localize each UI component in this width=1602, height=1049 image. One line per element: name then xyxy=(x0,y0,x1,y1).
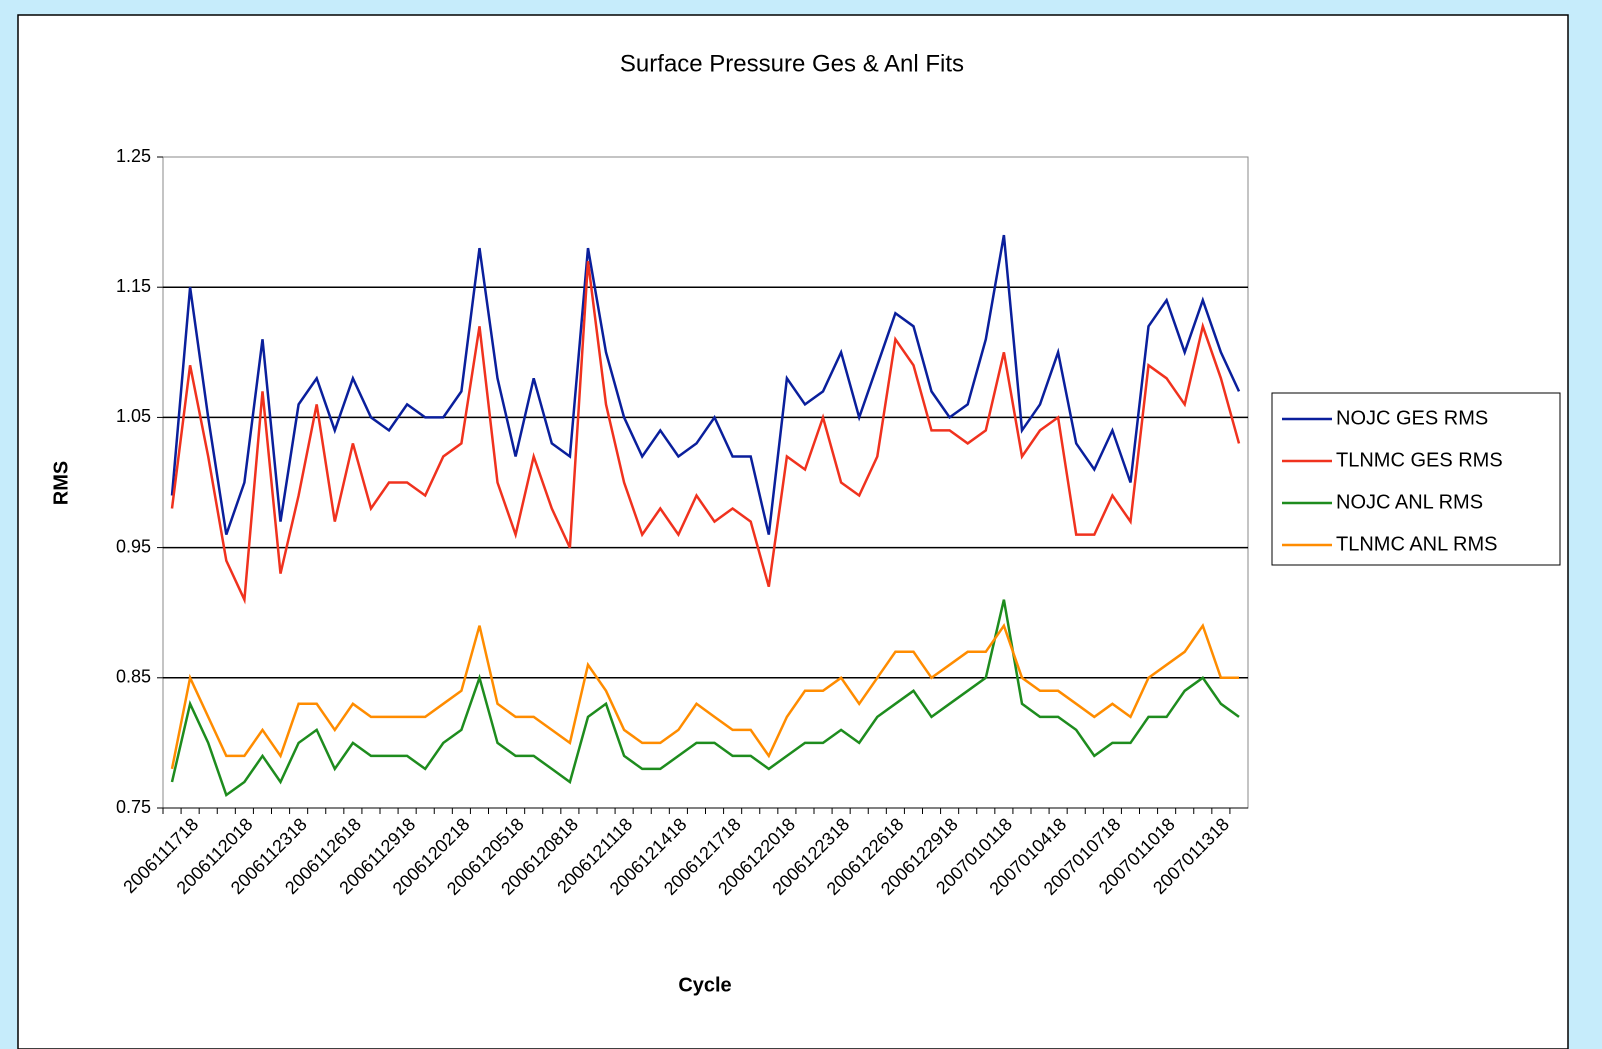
y-tick-label: 1.25 xyxy=(116,146,151,166)
legend-label: NOJC GES RMS xyxy=(1336,407,1488,429)
legend-label: TLNMC ANL RMS xyxy=(1336,533,1498,555)
x-axis-label: Cycle xyxy=(678,974,731,996)
legend-label: NOJC ANL RMS xyxy=(1336,491,1483,513)
series-line xyxy=(170,234,1241,536)
series-line xyxy=(170,599,1240,797)
series-line xyxy=(170,622,1239,770)
y-tick-label: 0.85 xyxy=(116,667,151,687)
legend xyxy=(1271,392,1561,566)
y-tick-label: 1.15 xyxy=(116,276,151,296)
y-tick-label: 0.95 xyxy=(116,536,151,556)
legend-label: TLNMC GES RMS xyxy=(1336,449,1503,471)
y-axis-label: RMS xyxy=(50,461,72,505)
chart-title: Surface Pressure Ges & Anl Fits xyxy=(620,50,964,77)
series-line xyxy=(170,261,1241,605)
y-tick-label: 0.75 xyxy=(116,797,151,817)
y-tick-label: 1.05 xyxy=(116,406,151,426)
